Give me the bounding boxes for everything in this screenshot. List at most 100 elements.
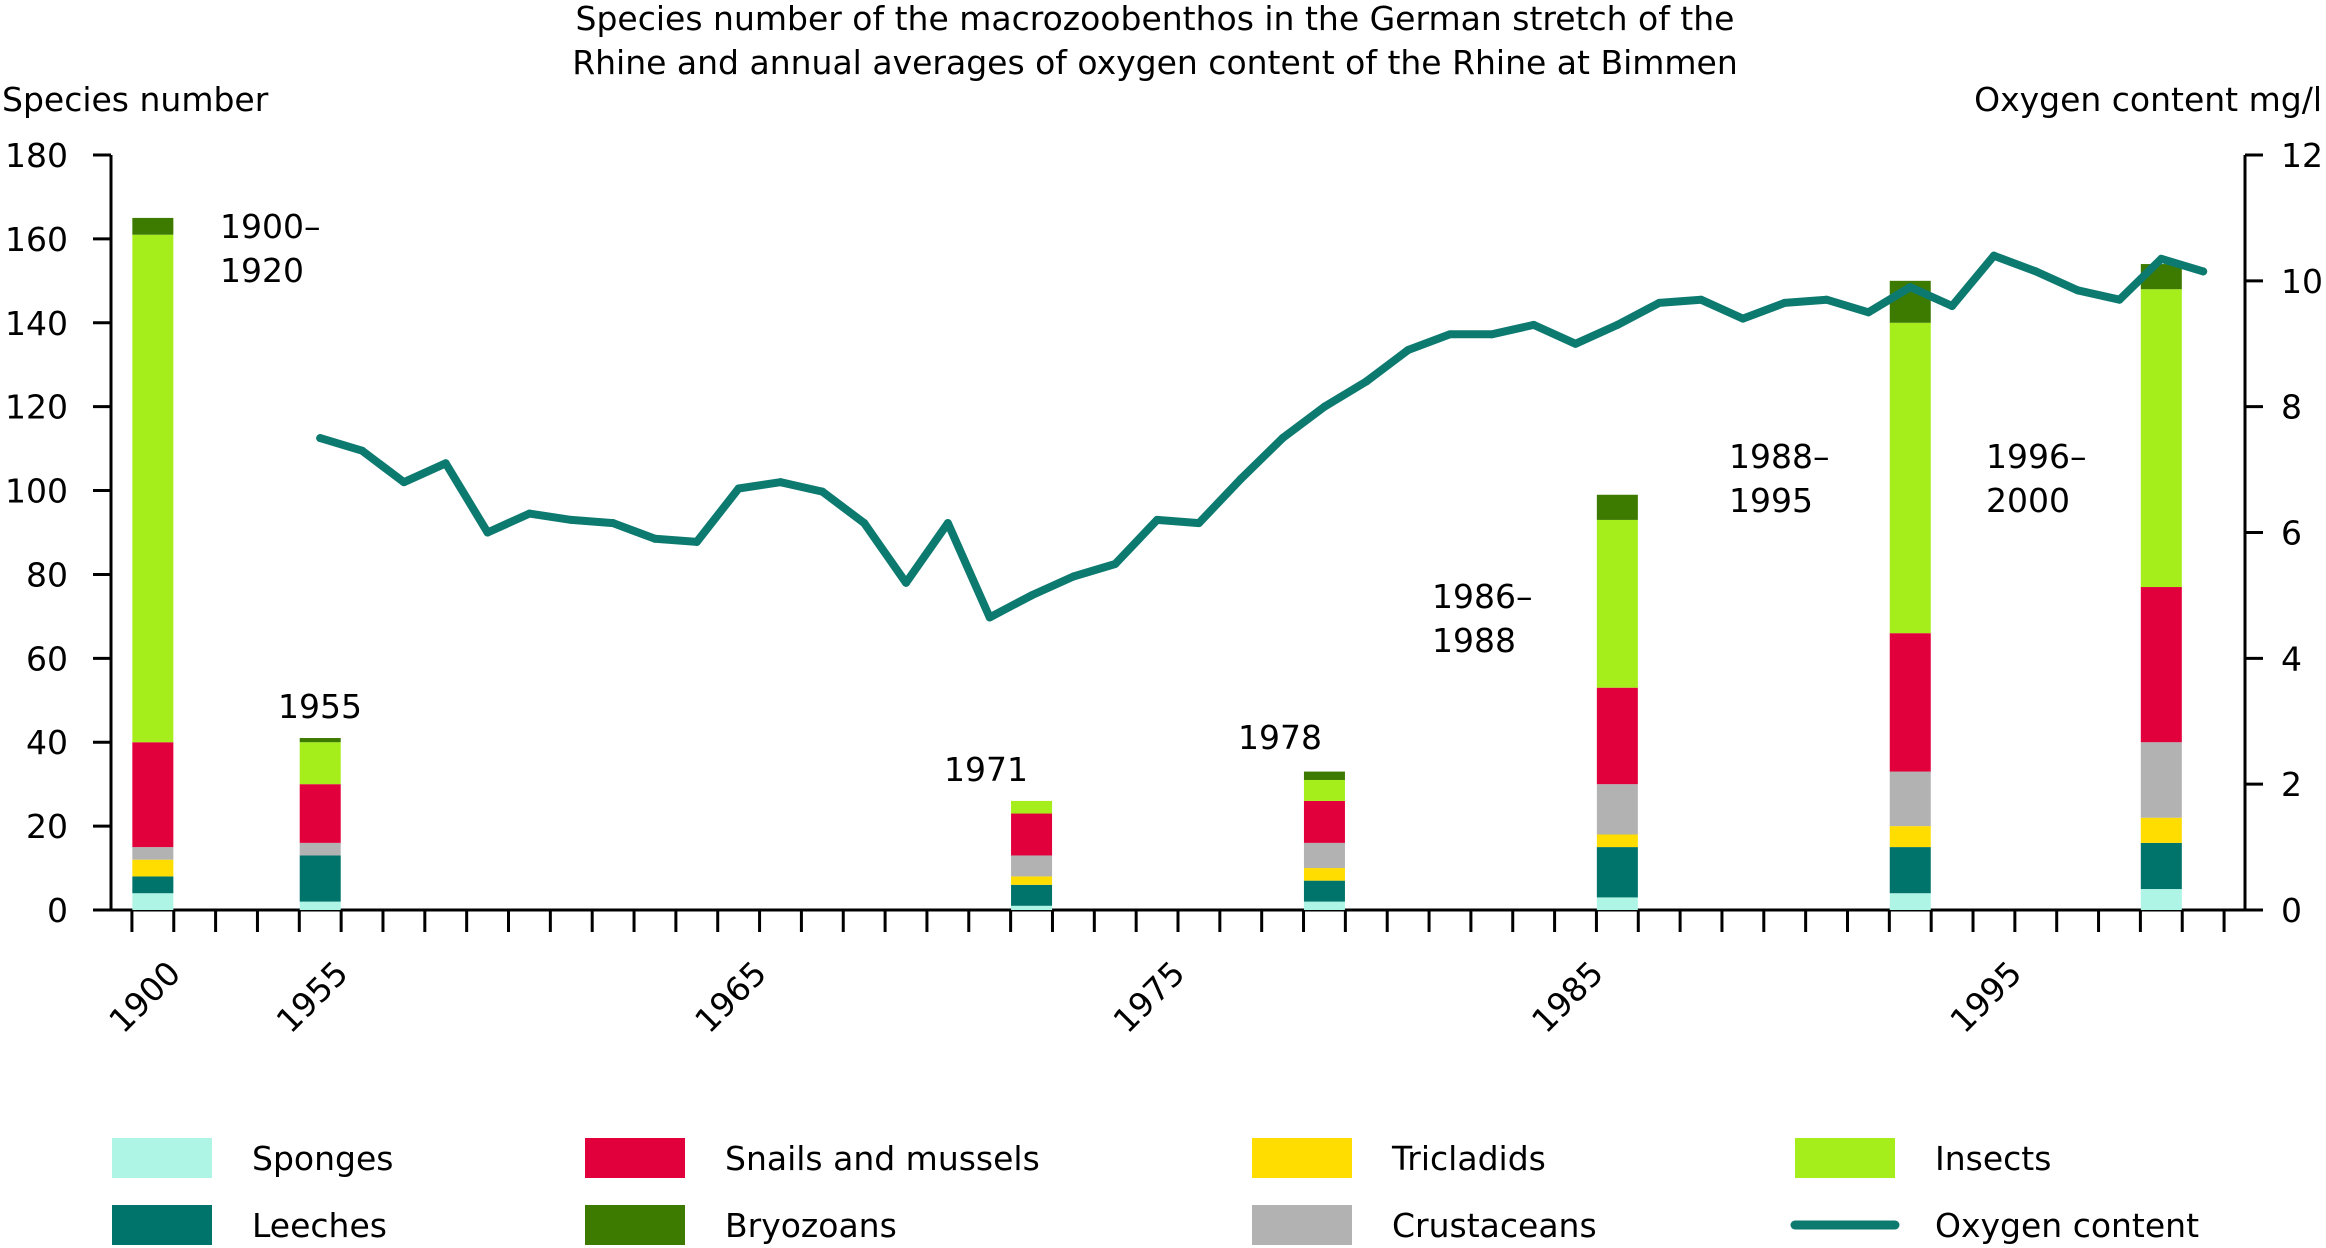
oxygen-point <box>1320 402 1329 411</box>
bar-segment-leeches <box>1303 880 1345 902</box>
legend-label-insects: Insects <box>1935 1139 2051 1178</box>
bar-label: 1955 <box>278 687 362 726</box>
y-tick-label-left: 180 <box>5 136 68 175</box>
oxygen-point <box>1194 519 1203 528</box>
y-tick-label-right: 4 <box>2281 639 2302 678</box>
bar-segment-leeches <box>1011 884 1053 906</box>
oxygen-point <box>1906 283 1915 292</box>
y-tick-label-left: 20 <box>26 807 68 846</box>
bar-segment-tricladids <box>1011 876 1053 885</box>
bar-segment-insects <box>1011 800 1053 814</box>
oxygen-point <box>2199 267 2208 276</box>
y-tick-label-left: 160 <box>5 220 68 259</box>
oxygen-point <box>1027 591 1036 600</box>
x-tick-label: 1955 <box>269 953 356 1040</box>
bar-label: 1900– <box>220 207 320 246</box>
oxygen-point <box>441 459 450 468</box>
oxygen-point <box>1069 572 1078 581</box>
bar-segment-sponges <box>2140 889 2182 910</box>
x-tick-label: 1965 <box>687 953 774 1040</box>
oxygen-series <box>316 251 2208 622</box>
bar-segment-tricladids <box>1303 868 1345 881</box>
bar-segment-snails-and-mussels <box>1596 687 1638 785</box>
oxygen-point <box>1989 251 1998 260</box>
bar-segment-crustaceans <box>1011 855 1053 877</box>
oxygen-line <box>316 251 2208 622</box>
axis-labels: Species number Oxygen content mg/l <box>2 80 2322 119</box>
oxygen-point <box>1111 559 1120 568</box>
oxygen-point <box>734 484 743 493</box>
oxygen-point <box>1445 330 1454 339</box>
oxygen-point <box>1822 295 1831 304</box>
x-tick-label: 1995 <box>1942 953 2029 1040</box>
oxygen-point <box>1613 320 1622 329</box>
oxygen-point <box>1362 377 1371 386</box>
bar-segment-sponges <box>1889 893 1931 910</box>
chart-title: Species number of the macrozoobenthos in… <box>572 0 1738 82</box>
bar-segment-snails-and-mussels <box>1303 800 1345 843</box>
bar-segment-sponges <box>1303 901 1345 910</box>
legend-swatch-leeches <box>112 1205 212 1245</box>
oxygen-point <box>902 578 911 587</box>
y-tick-label-right: 8 <box>2281 388 2302 427</box>
bar-segment-tricladids <box>132 859 174 877</box>
bar-segment-crustaceans <box>1889 771 1931 827</box>
ylabel-right: Oxygen content mg/l <box>1974 80 2322 119</box>
bar-label: 1978 <box>1238 718 1322 757</box>
bar-label: 1986– <box>1432 577 1532 616</box>
oxygen-point <box>1697 295 1706 304</box>
bar-segment-leeches <box>1596 847 1638 898</box>
legend-swatch-tricladids <box>1252 1138 1352 1178</box>
y-tick-label-right: 2 <box>2281 765 2302 804</box>
bar-segment-sponges <box>132 893 174 910</box>
bar-segment-crustaceans <box>132 847 174 860</box>
oxygen-point <box>1236 475 1245 484</box>
oxygen-point <box>692 537 701 546</box>
bar-segment-bryozoans <box>1303 771 1345 780</box>
legend-label-bryozoans: Bryozoans <box>725 1206 897 1245</box>
oxygen-point <box>1864 308 1873 317</box>
bar-segment-leeches <box>1889 847 1931 894</box>
oxygen-point <box>985 613 994 622</box>
bar-segment-crustaceans <box>2140 742 2182 818</box>
oxygen-point <box>818 487 827 496</box>
axes: 0 20 40 60 80 100 120 140 160 180 0 2 4 6 8 10 12 1900 195… <box>5 136 2323 1040</box>
oxygen-point <box>316 434 325 443</box>
legend-label-leeches: Leeches <box>252 1206 387 1245</box>
legend-label-tricladids: Tricladids <box>1391 1139 1546 1178</box>
bar-label: 1920 <box>220 251 304 290</box>
bar-segment-tricladids <box>1889 826 1931 848</box>
x-tick-label: 1900 <box>101 953 188 1040</box>
bar-labels: 1900– 1920 1955 1971 1978 1986– 1988 1988– 1995 1… <box>220 207 2086 789</box>
oxygen-point <box>1655 298 1664 307</box>
oxygen-point <box>2115 295 2124 304</box>
oxygen-point <box>525 509 534 518</box>
oxygen-point <box>1153 515 1162 524</box>
bar-segment-insects <box>299 742 341 785</box>
bar-segment-bryozoans <box>299 738 341 743</box>
bar-segment-leeches <box>2140 842 2182 890</box>
bar-segment-snails-and-mussels <box>1889 633 1931 772</box>
oxygen-point <box>358 446 367 455</box>
bar-segment-insects <box>2140 289 2182 588</box>
legend-swatch-bryozoans <box>585 1205 685 1245</box>
x-tick-label: 1975 <box>1105 953 1192 1040</box>
oxygen-point <box>860 519 869 528</box>
bar-segment-insects <box>1889 322 1931 634</box>
oxygen-point <box>399 478 408 487</box>
y-tick-label-left: 60 <box>26 639 68 678</box>
bar-segment-sponges <box>1011 905 1053 910</box>
oxygen-point <box>1948 302 1957 310</box>
bar-segment-leeches <box>132 876 174 894</box>
ylabel-left: Species number <box>2 80 269 119</box>
y-tick-label-right: 6 <box>2281 514 2302 553</box>
y-tick-label-left: 140 <box>5 304 68 343</box>
oxygen-point <box>1529 320 1538 329</box>
legend-swatch-insects <box>1795 1138 1895 1178</box>
legend-label-crustaceans: Crustaceans <box>1392 1206 1597 1245</box>
oxygen-point <box>1571 339 1580 348</box>
oxygen-point <box>776 478 785 487</box>
y-tick-label-left: 80 <box>26 555 68 594</box>
x-tick-label: 1985 <box>1524 953 1611 1040</box>
oxygen-point <box>1738 314 1747 323</box>
